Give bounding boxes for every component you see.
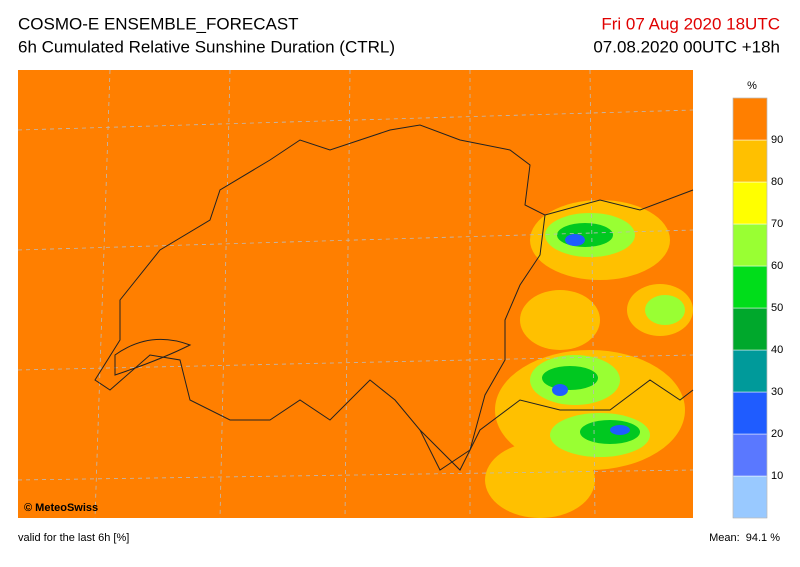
- blue-areas: [552, 234, 630, 435]
- colorbar-band: [732, 475, 768, 519]
- colorbar: % 10 20 30 40 50 60 70 80 90: [732, 80, 783, 519]
- colorbar-label: 90: [771, 134, 783, 146]
- colorbar-band: [732, 433, 768, 477]
- subtitle: 6h Cumulated Relative Sunshine Duration …: [18, 37, 395, 56]
- colorbar-label: 40: [771, 344, 783, 356]
- footer-mean: Mean: 94.1 %: [709, 532, 780, 544]
- colorbar-label: 10: [771, 470, 783, 482]
- colorbar-band: [732, 139, 768, 183]
- colorbar-label: 50: [771, 302, 783, 314]
- colorbar-band: [732, 223, 768, 267]
- colorbar-band: [732, 265, 768, 309]
- colorbar-band: [732, 307, 768, 351]
- footer-note: valid for the last 6h [%]: [18, 532, 129, 544]
- colorbar-label: 80: [771, 176, 783, 188]
- colorbar-band: [732, 349, 768, 393]
- colorbar-band: [732, 97, 768, 141]
- colorbar-frame: [732, 97, 768, 519]
- title: COSMO-E ENSEMBLE_FORECAST: [18, 14, 299, 33]
- borders: [94, 124, 694, 471]
- credit: © MeteoSwiss: [24, 502, 98, 514]
- legend-unit: %: [747, 80, 757, 92]
- map: © MeteoSwiss: [17, 69, 694, 519]
- colorbar-label: 60: [771, 260, 783, 272]
- valid-time: Fri 07 Aug 2020 18UTC: [601, 14, 780, 33]
- graticule: [17, 69, 694, 519]
- colorbar-band: [732, 391, 768, 435]
- colorbar-label: 20: [771, 428, 783, 440]
- run-info: 07.08.2020 00UTC +18h: [593, 37, 780, 56]
- colorbar-label: 30: [771, 386, 783, 398]
- colorbar-label: 70: [771, 218, 783, 230]
- colorbar-band: [732, 181, 768, 225]
